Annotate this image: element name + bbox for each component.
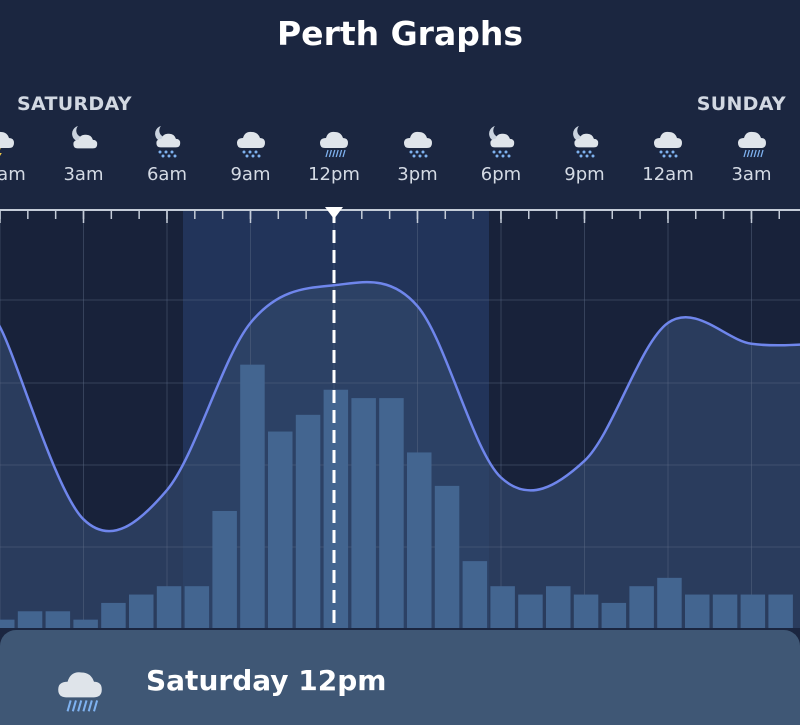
precip-bar: [295, 414, 321, 628]
precip-bar: [212, 510, 237, 628]
partly-cloudy-night-icon: [42, 124, 126, 160]
hour-item[interactable]: 6pm: [459, 118, 543, 185]
precip-bar: [379, 398, 404, 628]
rain-icon: [292, 124, 376, 160]
precip-bar: [407, 452, 432, 628]
hour-label: 12am: [642, 164, 694, 185]
hour-item[interactable]: 9am: [209, 118, 293, 185]
thunderstorm-icon: [0, 124, 42, 160]
precip-bar: [518, 594, 543, 628]
precip-bar: [490, 586, 515, 628]
precip-bar: [629, 586, 654, 628]
hour-item[interactable]: 12am: [626, 118, 710, 185]
precip-bar: [768, 594, 793, 628]
precip-bar: [685, 594, 710, 628]
hour-item[interactable]: 12am: [0, 118, 42, 185]
hour-label: 12am: [0, 164, 26, 185]
hour-label: 3am: [63, 164, 104, 185]
hour-label: 3am: [731, 164, 772, 185]
precip-bar: [156, 586, 182, 628]
hour-label: 6am: [146, 164, 188, 185]
precip-bar: [184, 586, 210, 628]
hour-label: 9pm: [564, 164, 605, 185]
precip-bar: [546, 586, 571, 628]
precip-bar: [0, 619, 15, 628]
temperature-line: [0, 280, 800, 533]
hour-label: 9am: [230, 164, 271, 185]
hour-label: 12pm: [308, 164, 360, 185]
hour-item[interactable]: 12pm: [292, 118, 376, 185]
selected-time-panel[interactable]: Saturday 12pm: [0, 630, 800, 725]
precip-bar: [240, 364, 265, 628]
selected-time-marker: [325, 207, 343, 219]
precip-bar: [462, 561, 488, 628]
precip-bar: [268, 431, 293, 628]
precip-bar: [657, 577, 682, 628]
night-drizzle-icon: [459, 124, 543, 160]
weather-graph[interactable]: [0, 195, 800, 630]
hour-label: 6pm: [480, 164, 522, 185]
page-title: Perth Graphs: [277, 14, 523, 53]
precip-bar: [712, 594, 738, 628]
day-label-saturday: SATURDAY: [17, 93, 132, 115]
precip-bar: [351, 398, 376, 628]
hour-item[interactable]: 3pm: [376, 118, 460, 185]
hour-strip[interactable]: 12am 3am 6am 9am 12pm 3pm 6pm 9pm 12am 3am: [0, 118, 800, 188]
hour-label: 3pm: [397, 164, 438, 185]
day-label-sunday: SUNDAY: [696, 93, 786, 115]
rain-icon: [52, 660, 108, 720]
precip-bar: [17, 611, 43, 628]
night-drizzle-icon: [543, 124, 627, 160]
selected-time-label: Saturday 12pm: [146, 664, 387, 697]
drizzle-icon: [209, 124, 293, 160]
precip-bar: [129, 594, 154, 628]
hour-item[interactable]: 6am: [125, 118, 209, 185]
drizzle-icon: [626, 124, 710, 160]
hour-item[interactable]: 9pm: [543, 118, 627, 185]
precip-bar: [73, 619, 98, 628]
hour-item[interactable]: 3am: [42, 118, 126, 185]
night-drizzle-icon: [125, 124, 209, 160]
hour-item[interactable]: 3am: [710, 118, 794, 185]
precip-bar: [573, 594, 599, 628]
precip-bar: [434, 485, 460, 628]
precip-bar: [601, 602, 627, 628]
drizzle-icon: [376, 124, 460, 160]
precip-bar: [740, 594, 766, 628]
precip-bar: [45, 611, 71, 628]
precip-bar: [323, 389, 349, 628]
precip-bar: [101, 602, 126, 628]
rain-icon: [710, 124, 794, 160]
